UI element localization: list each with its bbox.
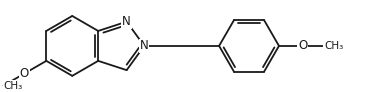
Text: O: O — [298, 39, 308, 52]
Text: O: O — [20, 67, 29, 80]
Text: CH₃: CH₃ — [324, 41, 343, 51]
Text: N: N — [122, 15, 131, 28]
Text: N: N — [140, 39, 149, 52]
Text: CH₃: CH₃ — [3, 81, 23, 91]
